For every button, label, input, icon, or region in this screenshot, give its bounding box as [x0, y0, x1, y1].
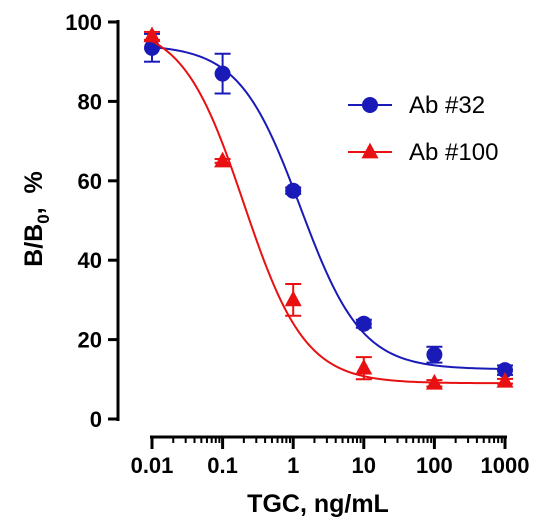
legend-label: Ab #100: [409, 139, 498, 166]
series-1: [144, 32, 513, 379]
y-tick-label: 40: [78, 248, 102, 273]
legend-label: Ab #32: [409, 92, 485, 119]
y-axis-title-sub: 0: [34, 214, 53, 223]
legend-item-1: Ab #32: [348, 92, 485, 119]
data-point: [355, 315, 372, 332]
fit-curve: [151, 46, 506, 370]
data-point: [285, 182, 302, 199]
legend: Ab #32 Ab #100: [348, 92, 498, 166]
x-tick-label: 1: [287, 453, 299, 478]
data-point: [143, 26, 161, 43]
y-axis-title-main: B/B: [20, 224, 48, 267]
x-tick-label: 10: [352, 453, 376, 478]
data-point: [497, 362, 513, 379]
x-axis-title: TGC, ng/mL: [247, 490, 389, 518]
x-tick-label: 1000: [481, 453, 530, 478]
legend-item-2: Ab #100: [348, 139, 498, 166]
ticks: 0 20 40 60 80 100 0.01 0.1 1 10 100 1000: [65, 10, 529, 478]
data-point: [284, 290, 302, 307]
legend-marker: [361, 142, 379, 159]
y-tick-label: 0: [90, 407, 102, 432]
x-tick-label: 0.01: [131, 453, 174, 478]
y-axis-title-rest: , %: [20, 171, 48, 214]
data-point: [425, 373, 443, 390]
data-point: [426, 346, 443, 363]
data-point: [355, 358, 373, 375]
data-point: [496, 371, 514, 388]
series-layer: [143, 26, 514, 390]
axes: [116, 20, 507, 439]
fit-curve: [151, 40, 506, 385]
x-tick-label: 100: [416, 453, 453, 478]
y-axis-title: B/B0, %: [20, 171, 53, 267]
y-tick-label: 60: [78, 169, 102, 194]
y-tick-label: 100: [65, 10, 102, 35]
x-tick-label: 0.1: [207, 453, 238, 478]
y-tick-label: 80: [78, 89, 102, 114]
y-tick-label: 20: [78, 328, 102, 353]
series-2: [143, 26, 514, 390]
data-point: [214, 151, 232, 168]
data-point: [214, 65, 231, 82]
legend-marker: [362, 97, 378, 113]
